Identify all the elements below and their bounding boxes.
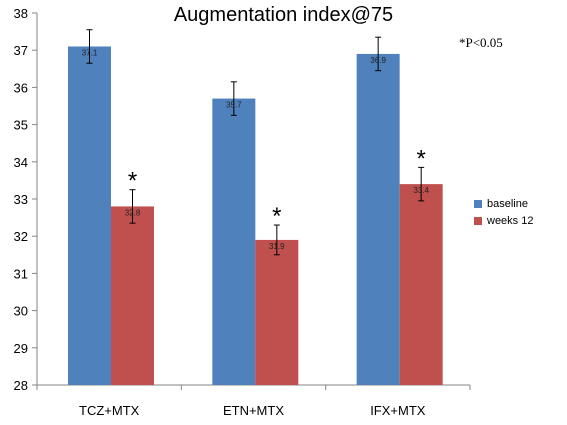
y-tick-label: 38 — [14, 6, 28, 21]
x-tick-label: IFX+MTX — [370, 403, 426, 418]
legend-item-weeks-12: weeks 12 — [474, 213, 533, 228]
y-tick-label: 30 — [14, 304, 28, 319]
bar — [212, 98, 256, 385]
legend-item-baseline: baseline — [474, 196, 533, 211]
y-tick-label: 35 — [14, 118, 28, 133]
y-tick-label: 33 — [14, 192, 28, 207]
significance-marker: * — [128, 168, 137, 195]
legend: baseline weeks 12 — [474, 196, 533, 230]
data-label: 35.7 — [226, 101, 242, 110]
significance-marker: * — [272, 203, 281, 230]
legend-swatch-weeks-12 — [474, 216, 482, 225]
x-tick-label: TCZ+MTX — [79, 403, 140, 418]
y-tick-label: 32 — [14, 229, 28, 244]
bar — [255, 239, 299, 385]
y-tick-label: 34 — [14, 155, 28, 170]
y-tick-label: 29 — [14, 341, 28, 356]
legend-label-baseline: baseline — [487, 197, 528, 210]
legend-label-weeks-12: weeks 12 — [487, 214, 534, 227]
bar — [356, 53, 400, 386]
chart-title: Augmentation index@75 — [173, 4, 394, 26]
significance-note: *P<0.05 — [459, 35, 503, 50]
y-tick-label: 36 — [14, 80, 28, 95]
data-label: 33.4 — [413, 186, 429, 195]
data-label: 31.9 — [269, 242, 285, 251]
data-label: 36.9 — [370, 56, 386, 65]
bar — [399, 184, 443, 385]
data-label: 32.8 — [125, 208, 141, 217]
significance-marker: * — [416, 145, 425, 172]
y-tick-label: 28 — [14, 378, 28, 393]
legend-swatch-baseline — [474, 199, 482, 208]
data-label: 37.1 — [82, 48, 98, 57]
bar — [68, 46, 111, 385]
bar — [111, 206, 154, 385]
y-tick-label: 31 — [14, 266, 28, 281]
x-tick-label: ETN+MTX — [223, 403, 284, 418]
y-tick-label: 37 — [14, 43, 28, 58]
